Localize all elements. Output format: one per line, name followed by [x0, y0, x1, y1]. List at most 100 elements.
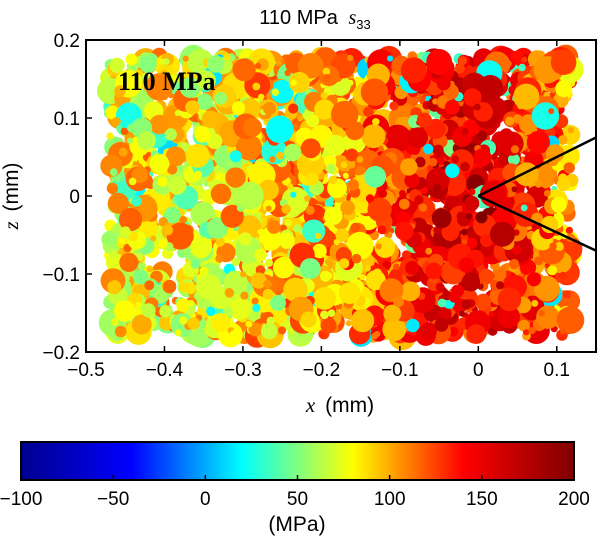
grain-point — [267, 220, 281, 234]
grain-point — [437, 298, 447, 308]
grain-point — [459, 310, 465, 317]
colorbar-tick-label: −100 — [0, 489, 42, 510]
grain-point — [255, 265, 266, 275]
grain-point — [252, 303, 261, 312]
grain-point — [475, 211, 488, 224]
grain-point — [556, 178, 571, 192]
grain-point — [185, 143, 210, 168]
grain-point — [436, 76, 451, 91]
grain-point — [120, 105, 128, 113]
grain-point — [367, 197, 392, 222]
grain-point — [397, 133, 406, 142]
grain-point — [139, 55, 157, 74]
y-tick-label: 0.2 — [54, 31, 80, 52]
grain-point — [496, 281, 505, 290]
grain-point — [196, 70, 216, 90]
grain-point — [325, 163, 337, 174]
grain-point — [174, 110, 181, 117]
grain-point — [448, 326, 459, 337]
grain-point — [131, 314, 152, 335]
grain-point — [444, 99, 460, 115]
grain-point — [414, 195, 424, 205]
grain-point — [263, 101, 277, 116]
chart-title: 110 MPa s33 — [259, 7, 370, 32]
grain-point — [428, 157, 438, 167]
grain-point — [360, 78, 389, 106]
grain-point — [287, 183, 294, 190]
grain-point — [431, 208, 452, 229]
grain-point — [478, 268, 495, 285]
scatter-points — [97, 44, 585, 351]
grain-point — [378, 189, 388, 198]
grain-point — [275, 60, 282, 67]
grain-point — [347, 54, 354, 62]
grain-point — [396, 55, 403, 62]
grain-point — [319, 331, 326, 338]
grain-point — [149, 114, 170, 135]
grain-point — [438, 307, 452, 321]
grain-point — [538, 310, 545, 317]
grain-point — [526, 130, 551, 154]
grain-point — [320, 317, 337, 334]
grain-point — [137, 262, 146, 271]
grain-point — [229, 329, 240, 341]
grain-point — [214, 91, 228, 105]
grain-point — [137, 131, 156, 151]
grain-point — [128, 231, 139, 242]
grain-point — [304, 195, 311, 202]
grain-point — [315, 232, 322, 239]
grain-point — [407, 127, 429, 148]
grain-point — [106, 132, 114, 140]
grain-point — [251, 297, 259, 305]
grain-point — [563, 162, 575, 174]
grain-point — [345, 121, 365, 141]
grain-point — [382, 317, 407, 342]
grain-point — [435, 282, 445, 292]
grain-point — [432, 144, 444, 156]
colorbar-tick-label: 100 — [374, 489, 406, 510]
colorbar-label: (MPa) — [268, 513, 325, 536]
colorbar-tick-label: −50 — [97, 489, 129, 510]
x-tick-label: −0.4 — [146, 360, 184, 381]
grain-point — [451, 155, 460, 164]
grain-point — [335, 228, 349, 242]
grain-point — [550, 196, 567, 213]
grain-point — [196, 93, 213, 111]
grain-point — [159, 305, 172, 318]
x-tick-label: 0.1 — [544, 360, 570, 381]
grain-point — [541, 215, 559, 234]
grain-point — [393, 263, 400, 271]
grain-point — [433, 226, 442, 235]
grain-point — [107, 280, 122, 295]
grain-point — [328, 175, 338, 185]
grain-point — [536, 305, 560, 329]
grain-point — [345, 320, 352, 327]
grain-point — [114, 85, 126, 97]
grain-point — [547, 265, 558, 276]
grain-point — [190, 236, 213, 259]
grain-point — [499, 131, 524, 156]
grain-point — [111, 117, 121, 127]
x-tick-label: −0.5 — [67, 360, 105, 381]
grain-point — [172, 214, 178, 221]
grain-point — [372, 118, 380, 126]
grain-point — [187, 317, 200, 330]
grain-point — [229, 150, 242, 163]
grain-point — [387, 55, 394, 62]
grain-point — [458, 257, 474, 273]
grain-point — [400, 158, 418, 176]
grain-point — [361, 124, 386, 149]
grain-point — [232, 58, 256, 82]
y-axis-label: z (mm) — [0, 162, 23, 230]
grain-point — [281, 204, 292, 214]
grain-point — [270, 80, 294, 104]
grain-point — [144, 280, 155, 291]
grain-point — [269, 156, 276, 163]
grain-point — [543, 190, 551, 197]
grain-point — [441, 223, 460, 242]
grain-point — [322, 67, 331, 76]
grain-point — [340, 200, 355, 215]
grain-point — [461, 272, 481, 292]
grain-point — [513, 114, 523, 124]
colorbar-tick-label: 200 — [558, 489, 590, 510]
